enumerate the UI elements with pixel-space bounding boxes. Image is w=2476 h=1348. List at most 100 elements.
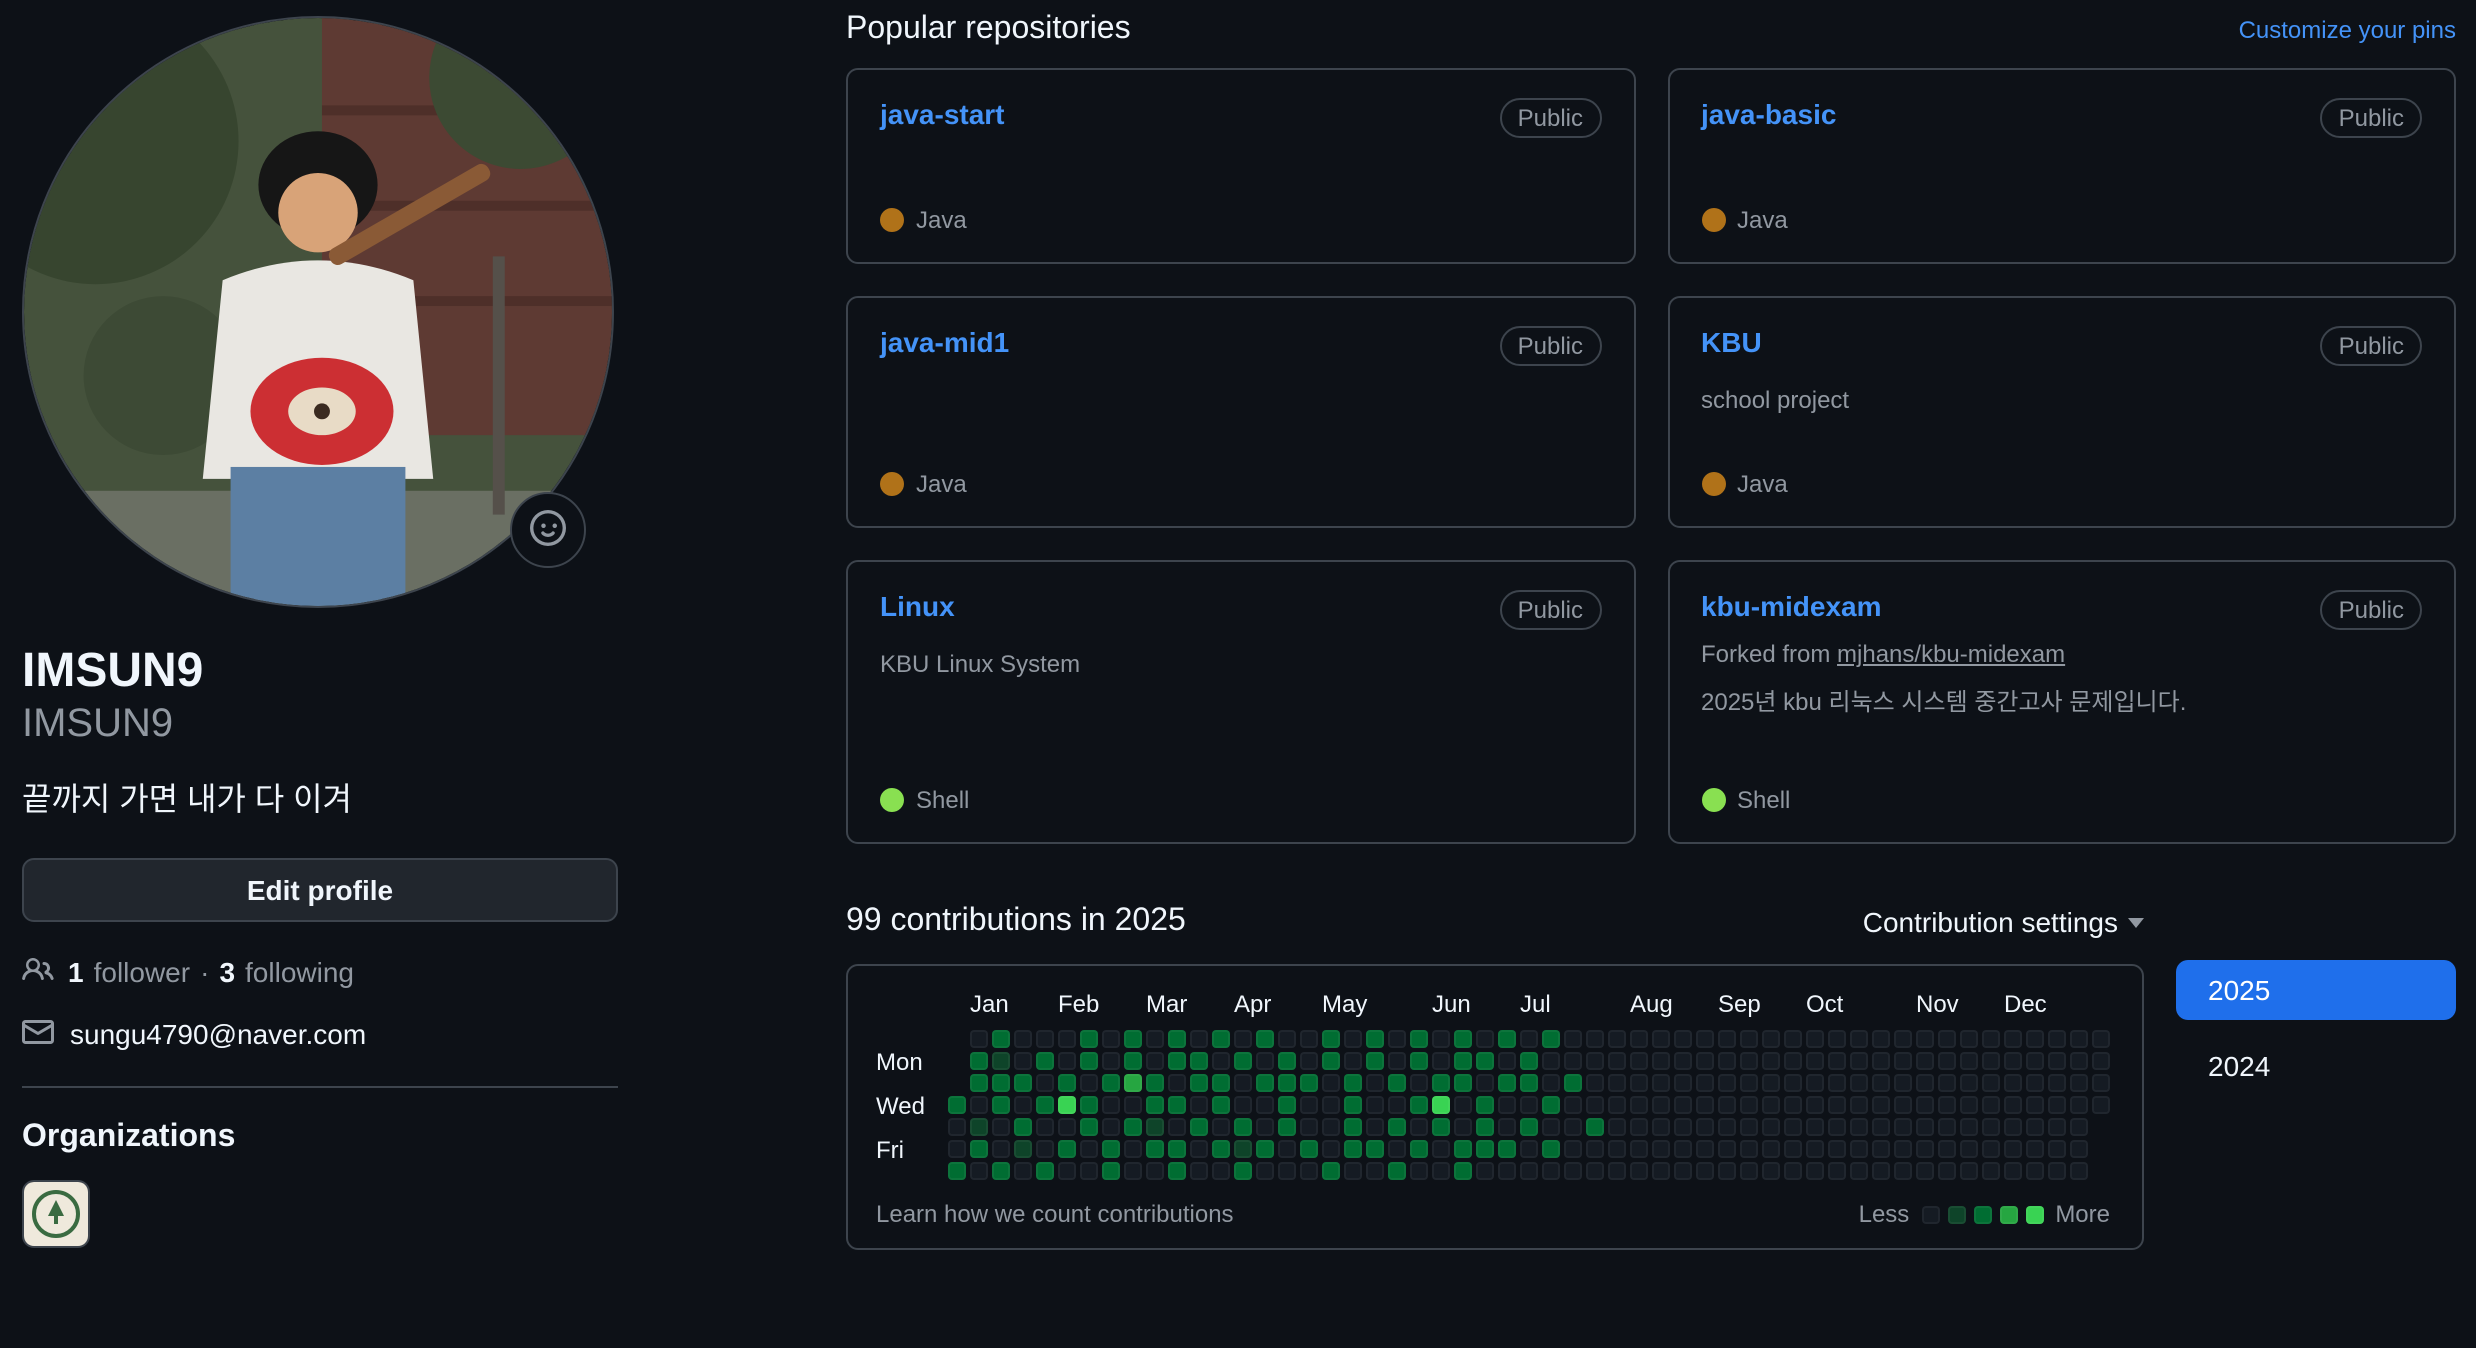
contribution-cell[interactable] <box>1344 1096 1362 1114</box>
contribution-cell[interactable] <box>1124 1074 1142 1092</box>
contribution-cell[interactable] <box>1960 1074 1978 1092</box>
year-2024-button[interactable]: 2024 <box>2176 1036 2456 1096</box>
contribution-cell[interactable] <box>1410 1162 1428 1180</box>
contribution-cell[interactable] <box>1146 1052 1164 1070</box>
contribution-cell[interactable] <box>1740 1162 1758 1180</box>
contribution-cell[interactable] <box>1960 1096 1978 1114</box>
contribution-cell[interactable] <box>2048 1096 2066 1114</box>
contribution-cell[interactable] <box>1256 1118 1274 1136</box>
contribution-cell[interactable] <box>1080 1052 1098 1070</box>
contribution-cell[interactable] <box>1014 1096 1032 1114</box>
contribution-cell[interactable] <box>1366 1096 1384 1114</box>
contribution-cell[interactable] <box>1982 1030 2000 1048</box>
contribution-cell[interactable] <box>1300 1118 1318 1136</box>
contribution-cell[interactable] <box>1366 1162 1384 1180</box>
contribution-cell[interactable] <box>1872 1162 1890 1180</box>
contribution-cell[interactable] <box>1388 1140 1406 1158</box>
contribution-cell[interactable] <box>1014 1074 1032 1092</box>
contribution-cell[interactable] <box>1916 1052 1934 1070</box>
contribution-cell[interactable] <box>1366 1052 1384 1070</box>
contribution-cell[interactable] <box>1432 1118 1450 1136</box>
contribution-cell[interactable] <box>1784 1052 1802 1070</box>
contribution-cell[interactable] <box>1806 1140 1824 1158</box>
contribution-cell[interactable] <box>1894 1140 1912 1158</box>
contribution-cell[interactable] <box>1102 1030 1120 1048</box>
contribution-cell[interactable] <box>1498 1118 1516 1136</box>
contribution-cell[interactable] <box>1740 1140 1758 1158</box>
contribution-cell[interactable] <box>1960 1162 1978 1180</box>
contribution-cell[interactable] <box>1828 1052 1846 1070</box>
contribution-cell[interactable] <box>970 1030 988 1048</box>
contribution-cell[interactable] <box>1212 1074 1230 1092</box>
contribution-cell[interactable] <box>1454 1030 1472 1048</box>
contribution-cell[interactable] <box>1696 1162 1714 1180</box>
contribution-cell[interactable] <box>1168 1096 1186 1114</box>
contribution-cell[interactable] <box>2070 1118 2088 1136</box>
contribution-cell[interactable] <box>2092 1052 2110 1070</box>
contribution-cell[interactable] <box>1168 1074 1186 1092</box>
contribution-cell[interactable] <box>1190 1140 1208 1158</box>
contribution-cell[interactable] <box>1388 1162 1406 1180</box>
contribution-cell[interactable] <box>1102 1052 1120 1070</box>
contribution-cell[interactable] <box>1542 1052 1560 1070</box>
contribution-cell[interactable] <box>1058 1074 1076 1092</box>
contribution-cell[interactable] <box>1036 1030 1054 1048</box>
contribution-cell[interactable] <box>1300 1052 1318 1070</box>
contribution-cell[interactable] <box>970 1140 988 1158</box>
contribution-cell[interactable] <box>1696 1074 1714 1092</box>
contribution-cell[interactable] <box>1300 1030 1318 1048</box>
contribution-cell[interactable] <box>1168 1140 1186 1158</box>
repo-name-link[interactable]: kbu-midexam <box>1701 590 1882 622</box>
contribution-cell[interactable] <box>1124 1140 1142 1158</box>
email-link[interactable]: sungu4790@naver.com <box>22 1015 618 1053</box>
contribution-cell[interactable] <box>2092 1030 2110 1048</box>
contribution-cell[interactable] <box>1630 1096 1648 1114</box>
contribution-cell[interactable] <box>1388 1030 1406 1048</box>
count-contributions-link[interactable]: Learn how we count contributions <box>876 1200 1234 1228</box>
contribution-cell[interactable] <box>1454 1118 1472 1136</box>
contribution-cell[interactable] <box>2070 1162 2088 1180</box>
contribution-cell[interactable] <box>1784 1096 1802 1114</box>
contribution-cell[interactable] <box>970 1118 988 1136</box>
contribution-cell[interactable] <box>1630 1140 1648 1158</box>
contribution-cell[interactable] <box>1080 1118 1098 1136</box>
contribution-cell[interactable] <box>1146 1074 1164 1092</box>
contribution-cell[interactable] <box>1960 1030 1978 1048</box>
contribution-cell[interactable] <box>2004 1074 2022 1092</box>
contribution-cell[interactable] <box>2048 1052 2066 1070</box>
contribution-cell[interactable] <box>1520 1162 1538 1180</box>
contribution-cell[interactable] <box>1652 1074 1670 1092</box>
contribution-cell[interactable] <box>1806 1096 1824 1114</box>
contribution-cell[interactable] <box>1696 1052 1714 1070</box>
contribution-cell[interactable] <box>1432 1074 1450 1092</box>
contribution-cell[interactable] <box>1718 1140 1736 1158</box>
contribution-cell[interactable] <box>1234 1074 1252 1092</box>
contribution-cell[interactable] <box>1740 1052 1758 1070</box>
contribution-cell[interactable] <box>1476 1074 1494 1092</box>
contribution-cell[interactable] <box>1828 1162 1846 1180</box>
contribution-cell[interactable] <box>2026 1140 2044 1158</box>
contribution-cell[interactable] <box>1652 1096 1670 1114</box>
contribution-cell[interactable] <box>1278 1162 1296 1180</box>
contribution-cell[interactable] <box>1630 1162 1648 1180</box>
contribution-cell[interactable] <box>2026 1074 2044 1092</box>
contribution-cell[interactable] <box>1938 1030 1956 1048</box>
contribution-cell[interactable] <box>1080 1096 1098 1114</box>
contribution-cell[interactable] <box>992 1074 1010 1092</box>
contribution-cell[interactable] <box>1828 1074 1846 1092</box>
contribution-cell[interactable] <box>1696 1140 1714 1158</box>
contribution-cell[interactable] <box>1058 1162 1076 1180</box>
contribution-cell[interactable] <box>1542 1162 1560 1180</box>
contribution-cell[interactable] <box>948 1096 966 1114</box>
contribution-cell[interactable] <box>1586 1162 1604 1180</box>
contribution-cell[interactable] <box>1630 1030 1648 1048</box>
contribution-cell[interactable] <box>2092 1096 2110 1114</box>
contribution-cell[interactable] <box>1058 1030 1076 1048</box>
contribution-cell[interactable] <box>2070 1096 2088 1114</box>
contribution-cell[interactable] <box>1608 1118 1626 1136</box>
contribution-cell[interactable] <box>1454 1052 1472 1070</box>
contribution-cell[interactable] <box>1872 1118 1890 1136</box>
contribution-cell[interactable] <box>1740 1118 1758 1136</box>
contribution-cell[interactable] <box>1036 1118 1054 1136</box>
contribution-cell[interactable] <box>1586 1030 1604 1048</box>
